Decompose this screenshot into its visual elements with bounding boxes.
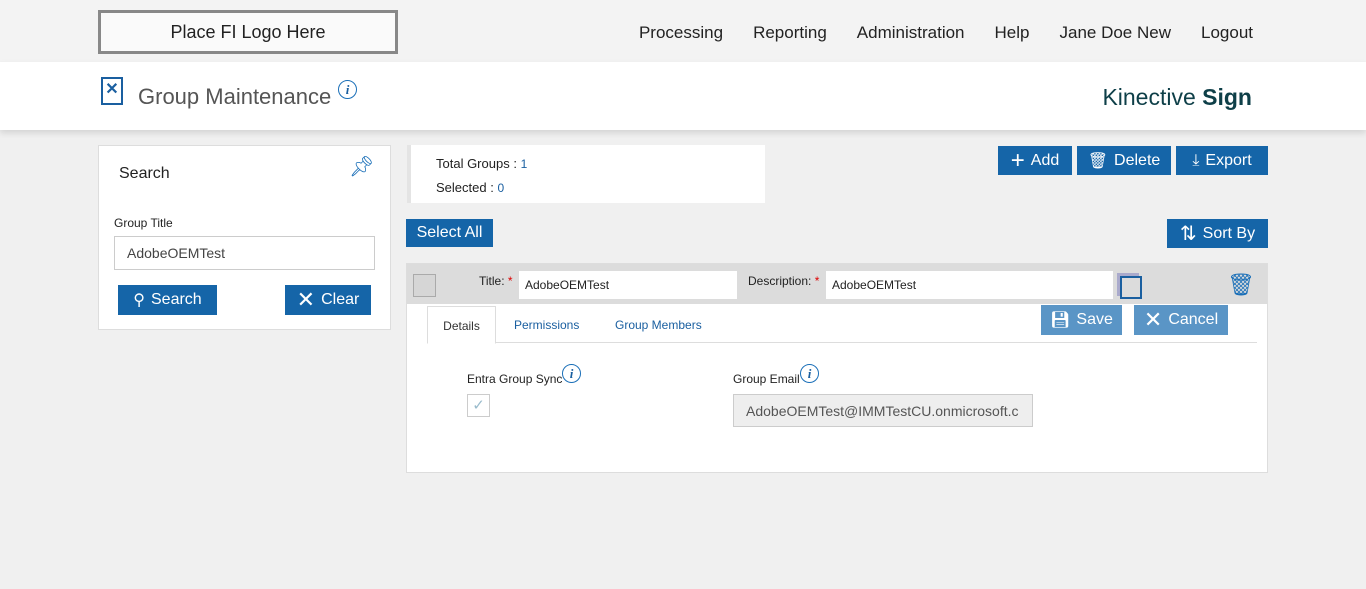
page-header: ✕ Group Maintenance i Kinective Sign [0,62,1366,130]
plus-icon: + [1010,146,1025,174]
page-title-text: Group Maintenance [138,84,332,109]
group-email-input[interactable]: AdobeOEMTest@IMMTestCU.onmicrosoft.c [733,394,1033,427]
tab-details[interactable]: Details [427,306,496,344]
info-icon[interactable]: i [800,364,819,383]
selected-label: Selected : [436,180,494,195]
info-icon[interactable]: i [562,364,581,383]
download-icon: ⤓ [1192,151,1200,169]
group-title-input[interactable]: AdobeOEMTest [114,236,375,270]
cancel-label: Cancel [1168,311,1219,328]
title-input[interactable]: AdobeOEMTest [519,271,737,299]
save-button[interactable]: 💾︎ Save [1041,305,1122,335]
nav-reporting[interactable]: Reporting [753,23,827,42]
tab-group-members[interactable]: Group Members [615,318,702,332]
add-button[interactable]: + Add [998,146,1072,175]
nav-help[interactable]: Help [994,23,1030,42]
description-label-text: Description: [748,274,812,288]
group-card-header: Title: * AdobeOEMTest Description: * Ado… [407,264,1267,304]
page-title: Group Maintenance [138,84,331,110]
nav-logout[interactable]: Logout [1201,23,1253,42]
title-label: Title: * [479,274,513,288]
trash-icon: 🗑︎ [1087,152,1109,170]
delete-button[interactable]: 🗑︎ Delete [1077,146,1171,175]
tab-permissions[interactable]: Permissions [514,318,580,332]
close-icon: ✕ [1143,307,1163,332]
search-icon: ⚲ [133,292,145,309]
nav-administration[interactable]: Administration [856,23,965,42]
search-panel-title: Search [119,165,170,182]
sort-by-button[interactable]: ⇅ Sort By [1167,219,1268,248]
description-input[interactable]: AdobeOEMTest [826,271,1113,299]
clear-button[interactable]: ✕ Clear [285,285,371,315]
description-label: Description: * [748,274,820,288]
main-nav: Processing Reporting Administration Help… [639,23,1253,43]
group-title-label: Group Title [114,216,173,230]
nav-user[interactable]: Jane Doe New [1059,23,1171,42]
title-label-text: Title: [479,274,505,288]
nav-processing[interactable]: Processing [638,23,724,42]
group-card: Title: * AdobeOEMTest Description: * Ado… [406,263,1268,473]
clear-button-label: Clear [321,291,360,308]
copy-icon[interactable] [1120,276,1142,299]
trash-icon[interactable]: 🗑︎ [1227,272,1255,297]
export-label: Export [1205,151,1252,169]
document-tools-icon: ✕ [101,77,123,105]
pin-icon[interactable]: 📌︎ [349,156,375,178]
save-icon: 💾︎ [1050,312,1071,329]
total-groups: Total Groups : 1 [436,152,740,176]
cancel-button[interactable]: ✕ Cancel [1134,305,1228,335]
tab-bar [427,305,1257,343]
export-button[interactable]: ⤓ Export [1176,146,1268,175]
search-button[interactable]: ⚲ Search [118,285,217,315]
total-value: 1 [520,157,528,171]
selected-value: 0 [497,181,505,195]
close-icon: ✕ [296,287,316,312]
add-label: Add [1030,151,1060,169]
select-checkbox[interactable] [413,274,436,297]
selected-count: Selected : 0 [436,176,740,200]
group-email-label: Group Email [733,372,800,386]
entra-sync-label: Entra Group Sync [467,372,563,386]
top-bar: Place FI Logo Here Processing Reporting … [0,0,1366,62]
delete-label: Delete [1114,151,1161,169]
search-button-label: Search [151,291,202,308]
brand-light: Kinective [1102,84,1196,110]
save-label: Save [1076,311,1113,328]
stats-box: Total Groups : 1 Selected : 0 [407,145,765,203]
logo: Place FI Logo Here [98,10,398,54]
brand-bold: Sign [1202,84,1252,110]
brand-logo: Kinective Sign [1102,84,1252,111]
search-panel: Search 📌︎ Group Title AdobeOEMTest ⚲ Sear… [98,145,391,330]
entra-sync-checkbox[interactable]: ✓ [467,394,490,417]
total-label: Total Groups : [436,156,517,171]
sort-icon: ⇅ [1179,223,1197,245]
info-icon[interactable]: i [338,80,357,99]
select-all-button[interactable]: Select All [406,219,493,247]
sort-label: Sort By [1202,224,1256,242]
